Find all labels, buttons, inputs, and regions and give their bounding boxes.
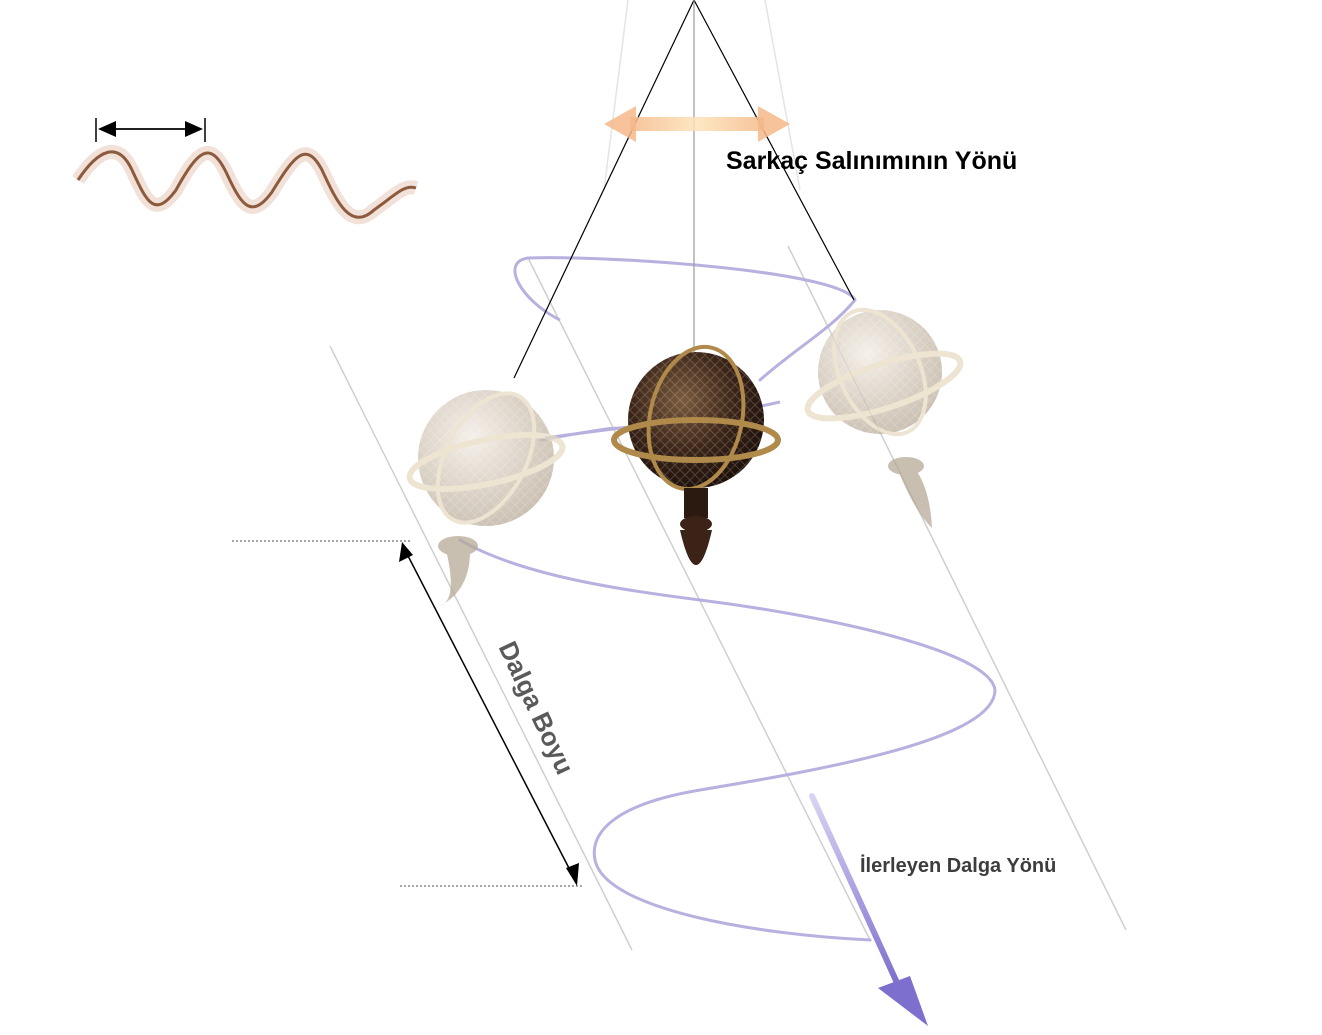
swing-direction-label: Sarkaç Salınımının Yönü: [726, 147, 1018, 175]
pendulum-bob-center-icon: [611, 344, 781, 565]
helix-wave-path: [458, 256, 997, 942]
pendulum-bob-left-icon: [406, 390, 566, 606]
wave-direction-arrow: [809, 793, 928, 1026]
swing-direction-arrow: [604, 106, 790, 142]
wave-direction-label: İlerleyen Dalga Yönü: [860, 855, 1057, 877]
cone-guide-lines: [603, 0, 801, 191]
pendulum-strings: [513, 0, 855, 379]
pendulum-bob-right-icon: [804, 307, 964, 528]
wavelength-measure: [232, 540, 582, 887]
sine-wave-inset: [72, 118, 419, 225]
